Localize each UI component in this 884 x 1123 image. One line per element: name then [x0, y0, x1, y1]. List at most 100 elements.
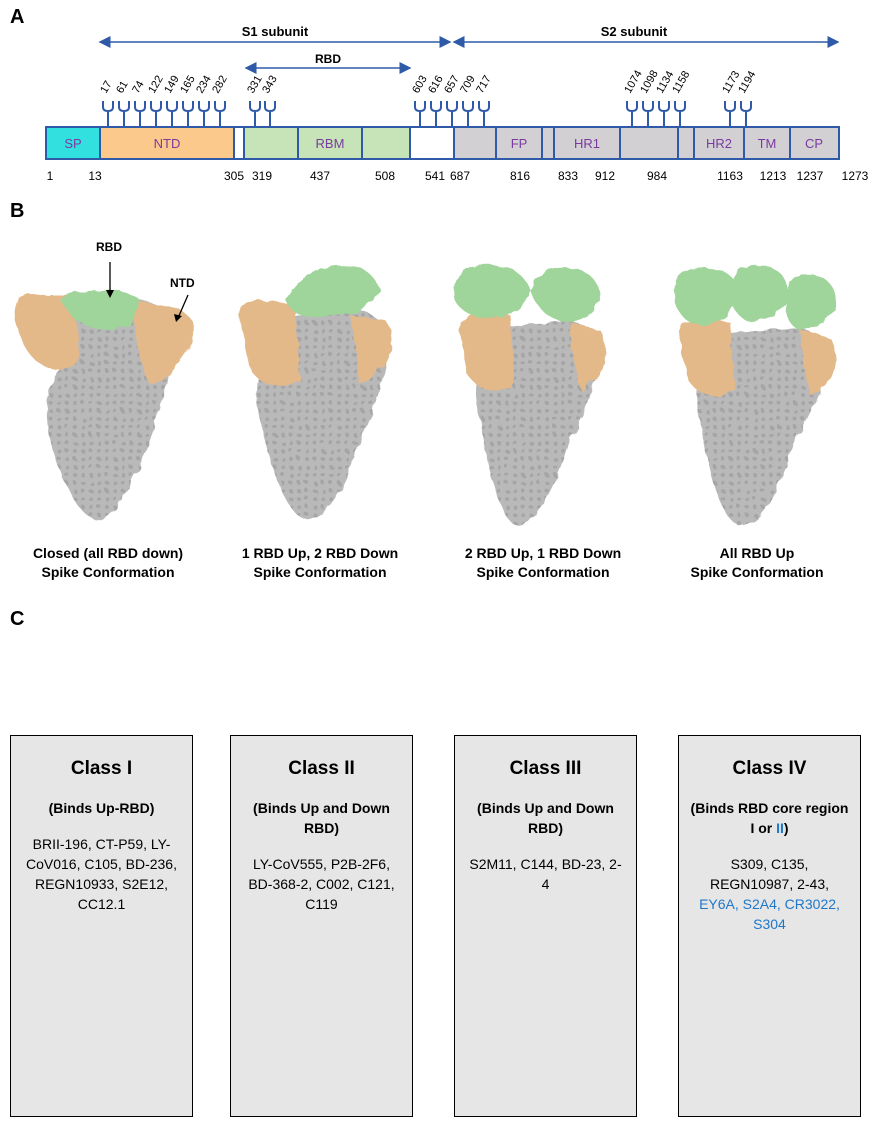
domain-label-ntd: NTD	[154, 136, 181, 151]
glycan-site-label: 149	[162, 74, 182, 96]
glycan-icon	[150, 100, 162, 127]
residue-number: 816	[510, 169, 530, 183]
domain-fp	[495, 126, 543, 160]
glycan-icon	[626, 100, 638, 127]
conformation-label-1up: 1 RBD Up, 2 RBD Down Spike Conformation	[241, 545, 399, 580]
domain-rbm	[297, 126, 363, 160]
residue-number: 984	[647, 169, 667, 183]
spike-1up	[239, 264, 393, 520]
class-title: Class III	[509, 758, 582, 779]
glycan-icon	[134, 100, 146, 127]
domain-label-hr1: HR1	[574, 136, 600, 151]
residue-number: 687	[450, 169, 470, 183]
glycan-icon	[264, 100, 276, 127]
residue-number: 508	[375, 169, 395, 183]
domain-s2-a	[453, 126, 497, 160]
residue-number: 1237	[797, 169, 824, 183]
class-binding: (Binds Up-RBD)	[48, 800, 155, 816]
domain-label-tm: TM	[758, 136, 777, 151]
class-title: Class I	[70, 758, 133, 779]
glycan-icon	[642, 100, 654, 127]
conformation-label-2up: 2 RBD Up, 1 RBD Down Spike Conformation	[464, 545, 622, 580]
rbd-range-label: RBD	[315, 52, 341, 66]
glycan-site-label: 17	[98, 79, 115, 96]
glycan-site-label: 603	[410, 74, 430, 96]
ntd-pointer	[177, 294, 189, 319]
glycan-icon	[214, 100, 226, 127]
s1-subunit-label: S1 subunit	[242, 24, 309, 39]
spike-domain-map: S1 subunit S2 subunit RBD 17 61 74 12214916…	[45, 24, 869, 183]
spike-closed	[14, 290, 194, 520]
glycan-site-label: 717	[474, 74, 494, 96]
domain-s2-b	[541, 126, 555, 160]
glycan-icon	[478, 100, 490, 127]
residue-number: 305	[224, 169, 244, 183]
domain-ntd	[99, 126, 235, 160]
class-box-i: Class I (Binds Up-RBD) BRII-196, CT-P59,…	[10, 735, 193, 1117]
glycan-icon	[198, 100, 210, 127]
class-box-iii: Class III (Binds Up and Down RBD) S2M11,…	[454, 735, 637, 1117]
residue-number: 912	[595, 169, 615, 183]
residue-number: 1	[47, 169, 54, 183]
domain-sp	[45, 126, 101, 160]
glycan-site-label: 616	[426, 74, 446, 96]
panel-letter-b: B	[10, 200, 25, 222]
glycan-site-label: 657	[442, 74, 462, 96]
class-antibodies: LY-CoV555, P2B-2F6, BD-368-2, C002, C121…	[248, 856, 395, 912]
residue-number: 1213	[760, 169, 787, 183]
class-box-ii: Class II (Binds Up and Down RBD) LY-CoV5…	[230, 735, 413, 1117]
s2-subunit-label: S2 subunit	[601, 24, 668, 39]
glycan-site-label: 234	[194, 74, 214, 96]
class-binding: (Binds Up and Down RBD)	[477, 800, 614, 836]
glycan-site-label: 1158	[670, 69, 692, 95]
residue-number: 833	[558, 169, 578, 183]
glycan-site-label: 282	[210, 74, 230, 96]
glycan-icon	[430, 100, 442, 127]
glycan-icon	[166, 100, 178, 127]
conformation-label-allup: All RBD Up Spike Conformation	[690, 545, 824, 580]
glycan-icon	[674, 100, 686, 127]
glycan-icon	[414, 100, 426, 127]
residue-number: 541	[425, 169, 445, 183]
glycan-site-label: 709	[458, 74, 478, 96]
class-antibodies: S309, C135, REGN10987, 2-43, EY6A, S2A4,…	[699, 856, 840, 932]
glycan-site-label: 1194	[736, 69, 758, 95]
ntd-pointer-label: NTD	[170, 276, 195, 290]
glycan-icon	[102, 100, 114, 127]
residue-number: 13	[88, 169, 102, 183]
domain-rbd-left	[243, 126, 299, 160]
domain-s2-d	[677, 126, 695, 160]
glycan-icon	[446, 100, 458, 127]
glycan-icon	[118, 100, 130, 127]
class-binding: (Binds Up and Down RBD)	[253, 800, 390, 836]
panel-letter-c: C	[10, 608, 25, 630]
spike-2up	[454, 264, 606, 525]
domain-label-hr2: HR2	[706, 136, 732, 151]
class-title: Class IV	[732, 758, 807, 779]
class-antibodies: BRII-196, CT-P59, LY-CoV016, C105, BD-23…	[26, 836, 177, 912]
glycan-icon	[658, 100, 670, 127]
glycan-icon	[724, 100, 736, 127]
conformation-label-closed: Closed (all RBD down) Spike Conformation	[32, 545, 184, 580]
panel-letter-a: A	[10, 6, 25, 28]
glycan-icon	[740, 100, 752, 127]
domain-rbd-right	[361, 126, 411, 160]
glycan-site-label: 331	[245, 74, 265, 96]
glycan-icon	[249, 100, 261, 127]
spike-allup	[674, 264, 836, 525]
glycan-icon	[462, 100, 474, 127]
residue-number: 437	[310, 169, 330, 183]
class-box-iv: Class IV (Binds RBD core region I or II)…	[678, 735, 861, 1117]
rbd-pointer-label: RBD	[96, 240, 122, 254]
domain-cp	[789, 126, 840, 160]
residue-number: 1273	[842, 169, 869, 183]
class-binding: (Binds RBD core region I or II)	[690, 800, 849, 836]
glycan-site-label: 74	[130, 79, 147, 96]
residue-number: 319	[252, 169, 272, 183]
glycan-icon	[182, 100, 194, 127]
glycan-site-label: 165	[178, 74, 198, 96]
glycan-site-label: 61	[114, 79, 131, 96]
domain-label-rbm: RBM	[316, 136, 345, 151]
class-title: Class II	[288, 758, 355, 779]
class-antibodies: S2M11, C144, BD-23, 2-4	[469, 856, 622, 892]
